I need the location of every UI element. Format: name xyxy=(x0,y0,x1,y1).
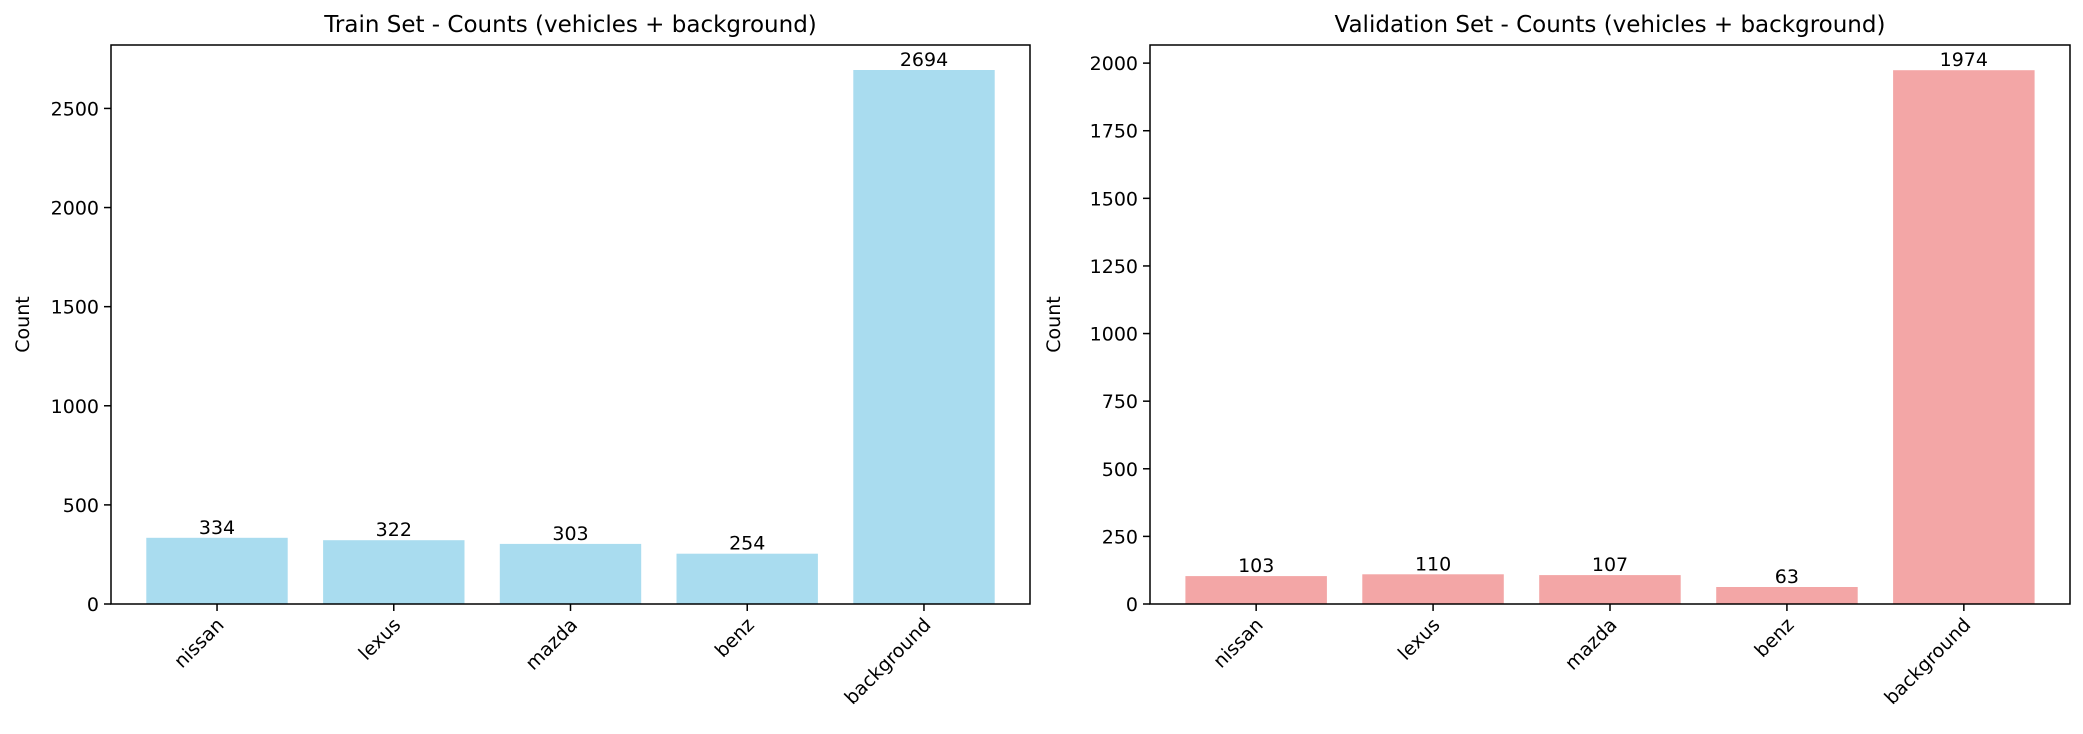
y-tick-label: 1000 xyxy=(51,396,99,418)
x-tick-label-background: background xyxy=(840,614,935,709)
y-tick-label: 2500 xyxy=(51,98,99,120)
x-tick-label-nissan: nissan xyxy=(1209,614,1268,673)
train-chart-panel: 334 322 303 254 2694 0 500 1000 1500 2000 2500 niss… xyxy=(12,12,1031,709)
y-tick-label: 1750 xyxy=(1090,121,1138,143)
y-tick-label: 1250 xyxy=(1090,256,1138,278)
bar-background xyxy=(853,70,995,604)
bar-mazda xyxy=(499,543,642,604)
y-tick-label: 500 xyxy=(1102,459,1138,481)
bar-background xyxy=(1893,70,2035,604)
y-tick-label: 1500 xyxy=(1090,188,1138,210)
x-tick-label-mazda: mazda xyxy=(521,614,582,675)
bar-value-label: 107 xyxy=(1592,554,1628,576)
y-axis-label: Count xyxy=(12,296,34,352)
x-tick-label-lexus: lexus xyxy=(355,614,406,665)
y-tick-label: 2000 xyxy=(51,198,99,220)
bar-value-label: 254 xyxy=(729,533,765,555)
bar-benz xyxy=(676,553,818,604)
bar-value-label: 103 xyxy=(1238,555,1274,577)
x-tick-label-mazda: mazda xyxy=(1561,614,1622,675)
bar-value-label: 110 xyxy=(1415,553,1451,575)
bar-nissan xyxy=(1185,576,1327,604)
bar-value-label: 2694 xyxy=(900,49,948,71)
bar-value-label: 1974 xyxy=(1940,49,1988,71)
y-tick-label: 1000 xyxy=(1090,324,1138,346)
y-tick-label: 500 xyxy=(63,495,99,517)
x-tick-label-lexus: lexus xyxy=(1394,614,1445,665)
y-tick-label: 1500 xyxy=(51,297,99,319)
x-tick-label-benz: benz xyxy=(1751,614,1799,662)
x-tick-label-nissan: nissan xyxy=(170,614,229,673)
y-tick-label: 0 xyxy=(87,594,99,616)
bar-value-label: 322 xyxy=(376,519,412,541)
bar-mazda xyxy=(1539,575,1681,604)
bar-lexus xyxy=(1362,574,1504,604)
y-tick-label: 750 xyxy=(1102,391,1138,413)
y-tick-label: 250 xyxy=(1102,526,1138,548)
bar-value-label: 63 xyxy=(1775,566,1799,588)
train-chart-title: Train Set - Counts (vehicles + backgroun… xyxy=(323,12,817,38)
bar-value-label: 303 xyxy=(552,523,588,545)
y-axis-label: Count xyxy=(1043,296,1065,352)
bar-lexus xyxy=(323,540,465,604)
y-tick-label: 0 xyxy=(1126,594,1138,616)
validation-chart-title: Validation Set - Counts (vehicles + back… xyxy=(1335,12,1886,38)
x-tick-label-benz: benz xyxy=(711,614,759,662)
y-tick-label: 2000 xyxy=(1090,53,1138,75)
bar-value-label: 334 xyxy=(199,517,235,539)
x-tick-label-background: background xyxy=(1880,614,1975,709)
bar-benz xyxy=(1716,587,1858,604)
validation-chart-panel: 103 110 107 63 1974 0 250 500 750 1000 1250 1500 175… xyxy=(1043,12,2071,709)
bar-nissan xyxy=(146,537,288,604)
